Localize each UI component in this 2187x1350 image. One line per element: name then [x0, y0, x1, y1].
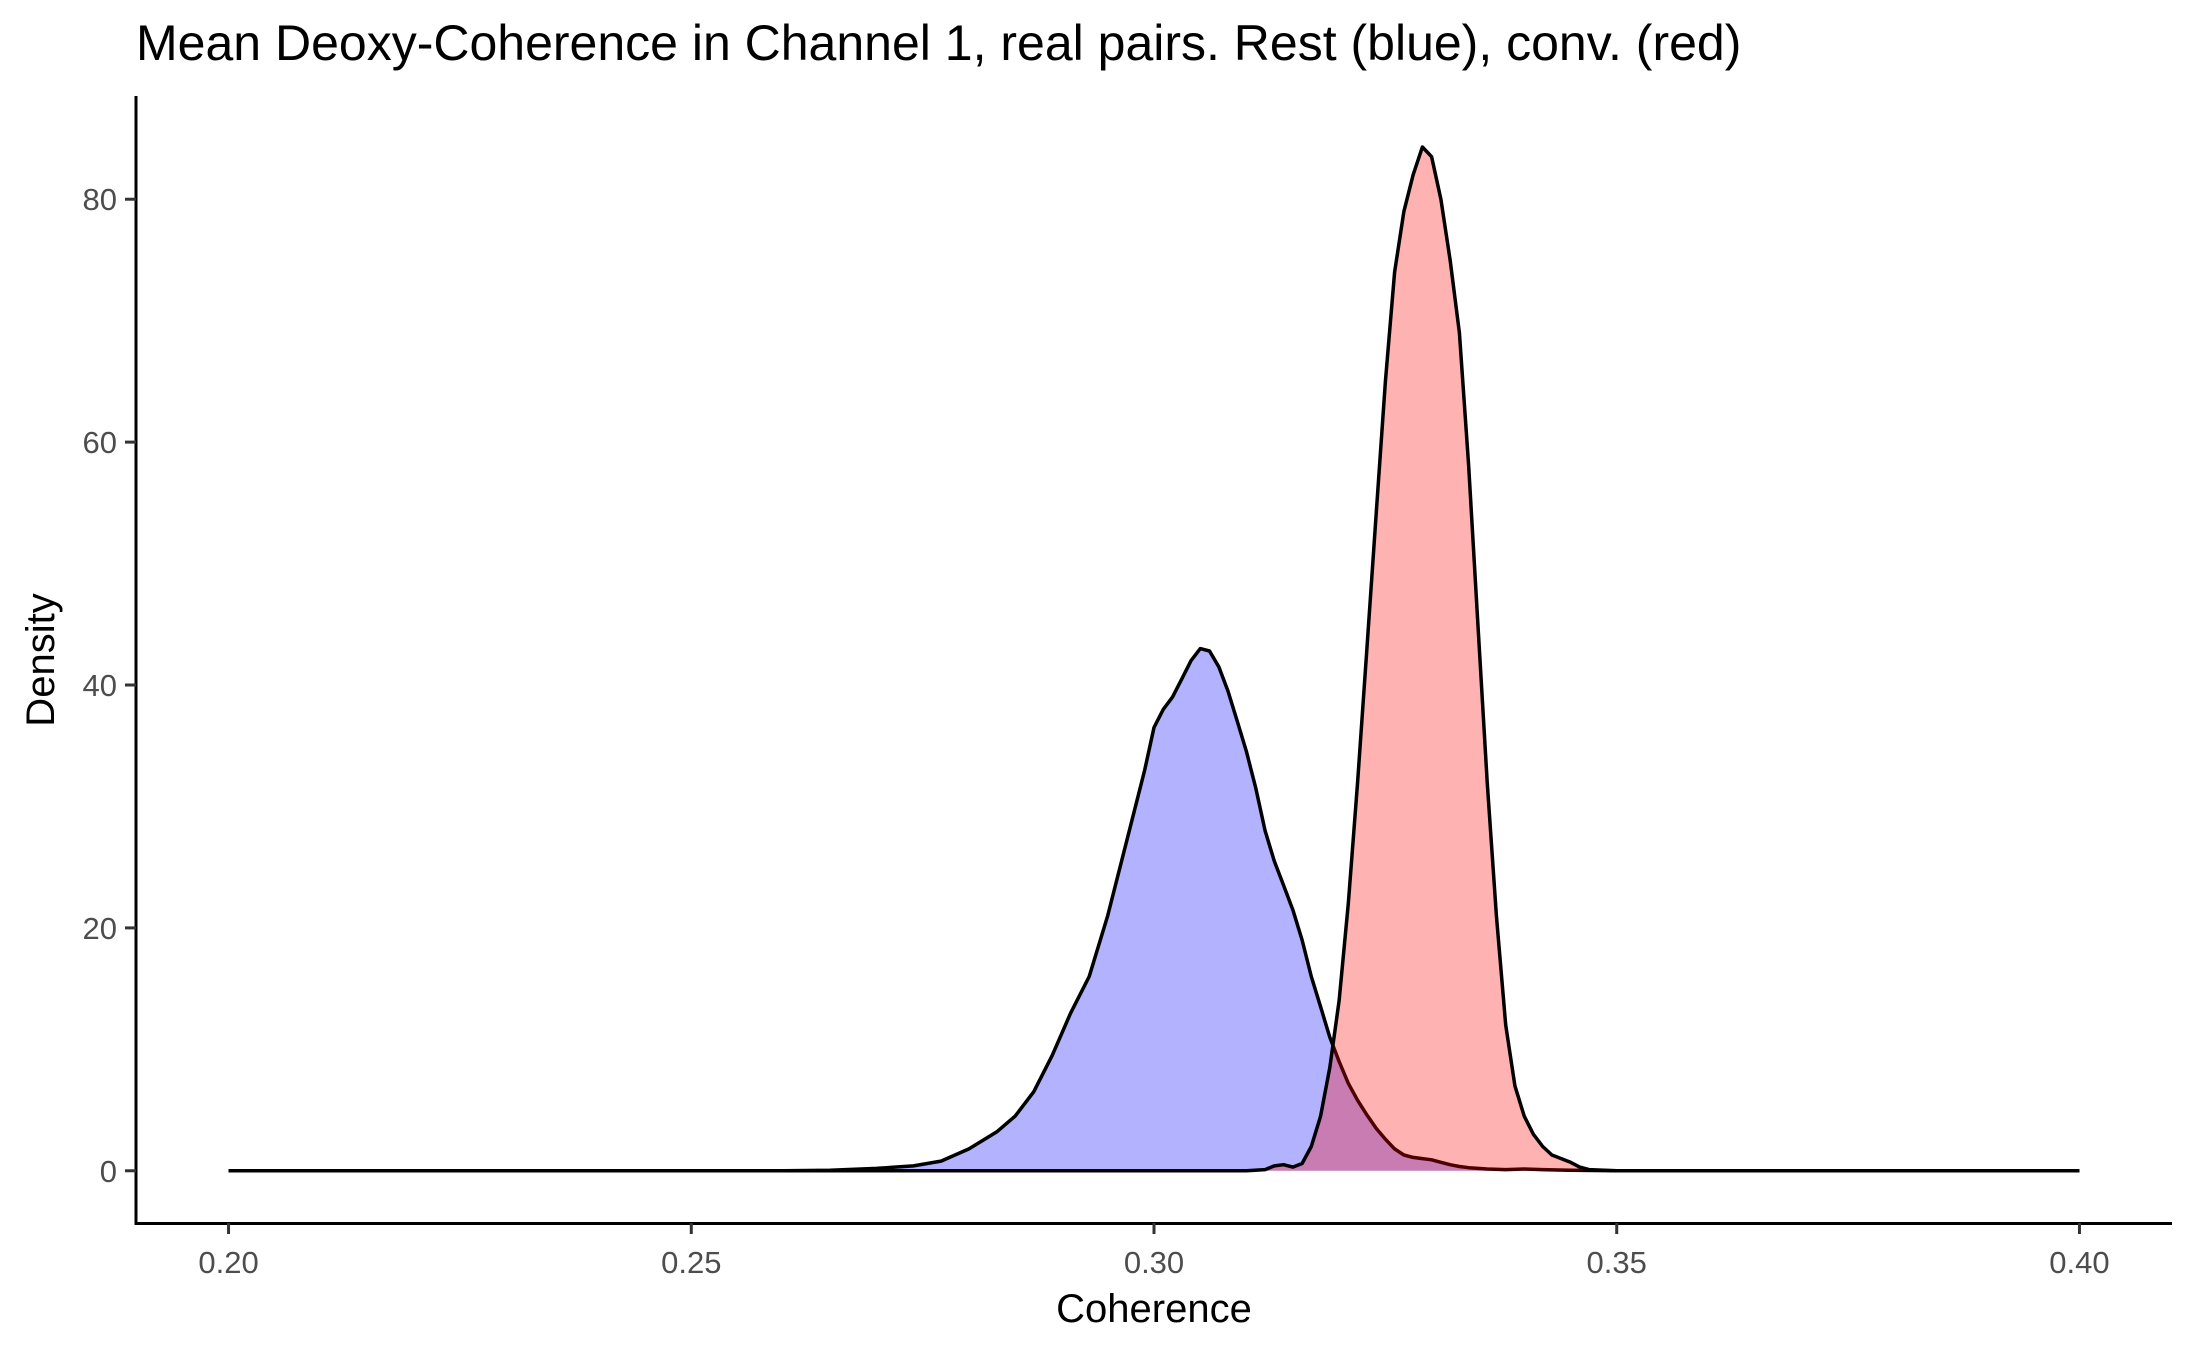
y-axis-ticks: 0 20 40 60 80 — [83, 182, 136, 1189]
density-curve-1 — [228, 646, 2080, 1173]
chart-title: Mean Deoxy-Coherence in Channel 1, real … — [136, 15, 1741, 71]
x-axis-ticks: 0.20 0.25 0.30 0.35 0.40 — [198, 1223, 2110, 1280]
x-tick-label: 0.20 — [198, 1245, 258, 1280]
y-axis-title: Density — [19, 593, 63, 726]
x-tick-label: 0.35 — [1587, 1245, 1647, 1280]
y-tick-label: 0 — [100, 1154, 117, 1189]
x-axis-title: Coherence — [1056, 1287, 1252, 1331]
density-series-layer — [228, 145, 2080, 1173]
density-area-1 — [228, 648, 2080, 1171]
x-tick-label: 0.30 — [1124, 1245, 1184, 1280]
y-tick-label: 40 — [83, 668, 117, 703]
y-tick-label: 20 — [83, 911, 117, 946]
x-tick-label: 0.25 — [661, 1245, 721, 1280]
x-tick-label: 0.40 — [2049, 1245, 2109, 1280]
y-tick-label: 60 — [83, 425, 117, 460]
density-curve-2 — [228, 145, 2080, 1173]
y-tick-label: 80 — [83, 182, 117, 217]
